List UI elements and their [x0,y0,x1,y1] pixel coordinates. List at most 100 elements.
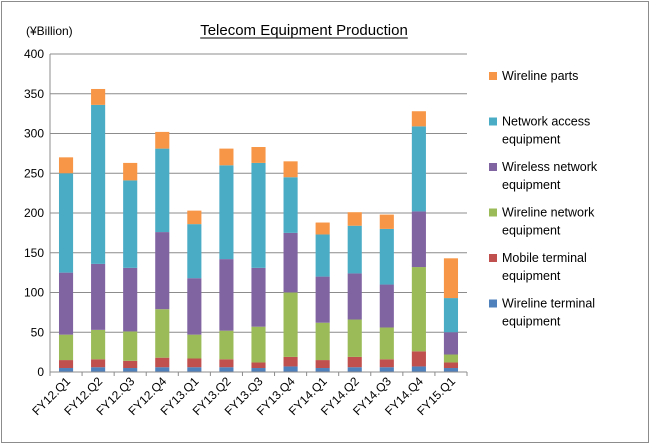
legend-label: equipment [502,269,561,283]
legend-label: Wireline parts [502,69,578,83]
legend-label: Wireline network [502,206,595,220]
bar-segment: Mobile terminal equipment FY12.Q4: 12 [155,357,170,368]
bars: Wireline terminal equipment FY12.Q1: 5Mo… [58,88,459,372]
legend-swatch [489,163,497,171]
bar-segment: Mobile terminal equipment FY13.Q1: 11 [187,358,202,368]
bar-segment: Network access equipment FY12.Q1: 125 [58,173,74,273]
bar-segment: Wireline terminal equipment FY13.Q4: 7 [283,366,298,372]
bar-segment: Wireline terminal equipment FY12.Q3: 5 [123,368,138,372]
y-tick-label: 150 [24,246,44,260]
bar-segment: Wireline terminal equipment FY13.Q2: 6 [219,367,234,372]
legend-label: Wireline terminal [502,297,595,311]
bar-segment: Network access equipment FY13.Q3: 132 [251,162,266,268]
bar-segment: Wireline network equipment FY14.Q1: 47 [315,322,330,361]
bar-segment: Wireless network equipment FY13.Q2: 90 [219,259,234,331]
y-tick-label: 350 [24,87,44,101]
bar-segment: Mobile terminal equipment FY14.Q3: 10 [379,359,394,368]
bar-segment: Wireless network equipment FY13.Q3: 74 [251,267,266,327]
bar-segment: Mobile terminal equipment FY12.Q2: 10 [91,359,106,368]
legend-label: Network access [502,115,590,129]
bar-segment: Wireline parts FY13.Q1: 17 [187,210,202,225]
y-tick-label: 200 [24,206,44,220]
y-tick-label: 300 [24,127,44,141]
bar-segment: Network access equipment FY12.Q4: 105 [155,148,170,233]
bar-segment: Wireline terminal equipment FY14.Q3: 6 [379,367,394,372]
bar-segment: Wireline terminal equipment FY14.Q4: 7 [411,366,426,372]
bar-segment: Wireline network equipment FY12.Q4: 61 [155,309,170,358]
bar-segment: Wireless network equipment FY12.Q3: 80 [123,267,138,332]
y-axis-unit-label: (¥Billion) [26,24,73,38]
bar-segment: Wireline parts FY12.Q3: 22 [123,162,138,181]
bar-segment: Wireline terminal equipment FY12.Q1: 5 [58,368,74,372]
bar-segment: Network access equipment FY13.Q1: 68 [187,224,202,279]
bar-segment: Wireline terminal equipment FY13.Q1: 6 [187,367,202,372]
bar-segment: Mobile terminal equipment FY13.Q2: 10 [219,359,234,368]
bar-segment: Wireline network equipment FY13.Q3: 45 [251,326,266,363]
legend-swatch [489,72,497,80]
bar-segment: Wireline network equipment FY14.Q3: 40 [379,327,394,360]
bar-segment: Network access equipment FY12.Q3: 110 [123,180,138,268]
bar-segment: Wireline parts FY12.Q1: 20 [58,157,74,174]
bar-segment: Wireless network equipment FY14.Q4: 70 [411,211,426,268]
legend: Wireline parts Network access equipment Wir… [489,69,598,329]
bar-segment: Wireless network equipment FY12.Q2: 83 [91,263,106,330]
legend-label: equipment [502,315,561,329]
y-tick-label: 50 [31,325,45,339]
bar-segment: Wireline parts FY13.Q2: 21 [219,148,234,166]
bar-segment: Wireless network equipment FY15.Q1: 28 [443,332,459,355]
bar-segment: Wireline terminal equipment FY14.Q2: 6 [347,367,362,372]
bar-segment: Wireline terminal equipment FY14.Q1: 5 [315,368,330,372]
bar-segment: Wireline network equipment FY12.Q2: 37 [91,329,106,360]
bar-segment: Wireline parts FY13.Q3: 20 [251,147,266,163]
y-tick-label: 100 [24,286,44,300]
legend-label: Mobile terminal [502,251,587,265]
bar-segment: Network access equipment FY13.Q4: 70 [283,177,298,233]
bar-segment: Wireline parts FY14.Q1: 15 [315,222,330,235]
axes [49,54,468,376]
bar-segment: Mobile terminal equipment FY13.Q4: 12 [283,356,298,367]
bar-segment: Wireline parts FY14.Q3: 18 [379,214,394,229]
bar-segment: Network access equipment FY14.Q2: 60 [347,225,362,274]
bar-segment: Wireline terminal equipment FY13.Q3: 5 [251,368,266,372]
bar-segment: Wireless network equipment FY13.Q4: 75 [283,232,298,293]
bar-segment: Mobile terminal equipment FY14.Q4: 19 [411,351,426,367]
bar-segment: Wireline parts FY15.Q1: 50 [443,258,459,299]
bar-segment: Wireline network equipment FY13.Q2: 36 [219,330,234,360]
legend-swatch [489,299,497,308]
y-tick-labels: 0 50 100 150 200 250 300 350 400 [24,47,44,379]
legend-label: Wireless network [502,160,598,174]
bar-segment: Wireless network equipment FY12.Q1: 78 [58,272,74,335]
bar-segment: Wireline network equipment FY14.Q4: 106 [411,267,426,352]
bar-segment: Wireline network equipment FY13.Q1: 30 [187,334,202,359]
bar-segment: Wireline terminal equipment FY12.Q2: 6 [91,367,106,372]
bar-segment: Mobile terminal equipment FY12.Q1: 10 [58,360,74,369]
x-tick-labels: FY12.Q1FY12.Q2FY12.Q3FY12.Q4FY13.Q1FY13.… [29,374,458,418]
y-tick-label: 0 [37,365,44,379]
bar-segment: Network access equipment FY15.Q1: 43 [443,298,459,333]
bar-segment: Network access equipment FY12.Q2: 200 [91,104,106,264]
bar-segment: Wireline parts FY14.Q2: 17 [347,212,362,226]
bar-segment: Wireless network equipment FY14.Q1: 58 [315,276,330,323]
bar-segment: Network access equipment FY14.Q4: 107 [411,126,426,212]
bar-segment: Wireline network equipment FY12.Q1: 32 [58,334,74,361]
legend-swatch [489,208,497,217]
bar-segment: Wireless network equipment FY14.Q2: 58 [347,273,362,320]
bar-segment: Wireline parts FY12.Q4: 21 [155,131,170,149]
legend-label: equipment [502,224,561,238]
chart-title: Telecom Equipment Production [200,22,408,39]
bar-segment: Mobile terminal equipment FY12.Q3: 9 [123,360,138,369]
bar-segment: Wireline terminal equipment FY15.Q1: 5 [443,368,459,372]
bar-segment: Network access equipment FY14.Q1: 53 [315,234,330,277]
bar-segment: Wireline parts FY12.Q2: 20 [91,88,106,105]
bar-segment: Wireline network equipment FY14.Q2: 47 [347,319,362,357]
bar-segment: Wireline network equipment FY13.Q4: 81 [283,292,298,357]
legend-label: equipment [502,133,561,147]
bar-segment: Wireless network equipment FY13.Q1: 71 [187,278,202,335]
bar-segment: Mobile terminal equipment FY14.Q2: 13 [347,356,362,368]
bar-segment: Network access equipment FY13.Q2: 118 [219,165,234,260]
bar-segment: Wireline parts FY13.Q4: 20 [283,161,298,178]
legend-label: equipment [502,178,561,192]
legend-swatch [489,117,497,126]
